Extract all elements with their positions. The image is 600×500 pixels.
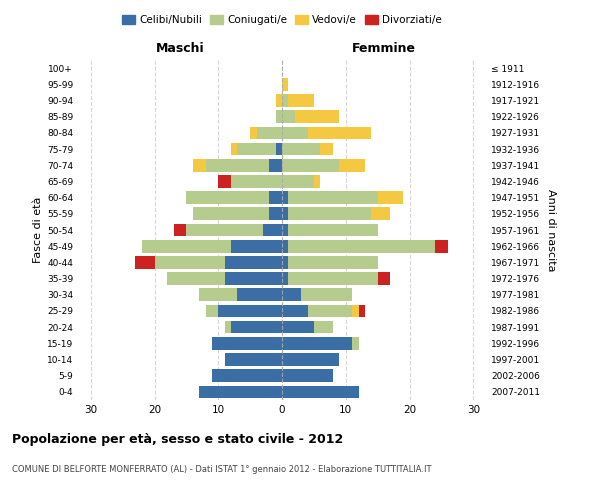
Bar — [320, 142, 333, 156]
Bar — [269, 192, 282, 204]
Bar — [282, 224, 289, 236]
Bar — [282, 175, 314, 188]
Bar — [282, 386, 359, 398]
Bar — [224, 321, 231, 334]
Bar — [282, 126, 308, 139]
Bar — [282, 110, 295, 123]
Bar — [377, 192, 403, 204]
Bar — [142, 240, 231, 252]
Bar — [295, 110, 340, 123]
Text: Maschi: Maschi — [155, 42, 205, 55]
Bar — [340, 159, 365, 172]
Bar — [231, 321, 282, 334]
Bar — [301, 288, 352, 301]
Bar — [257, 126, 282, 139]
Bar — [282, 78, 289, 90]
Bar — [314, 175, 320, 188]
Bar — [435, 240, 448, 252]
Bar — [250, 126, 257, 139]
Bar — [231, 142, 238, 156]
Bar — [218, 304, 282, 318]
Bar — [238, 288, 282, 301]
Bar — [308, 304, 352, 318]
Bar — [199, 288, 238, 301]
Bar — [282, 240, 289, 252]
Bar — [218, 175, 231, 188]
Bar — [282, 353, 340, 366]
Bar — [282, 288, 301, 301]
Bar — [308, 126, 371, 139]
Bar — [282, 370, 333, 382]
Bar — [269, 159, 282, 172]
Bar — [224, 256, 282, 268]
Bar — [275, 142, 282, 156]
Bar — [289, 94, 314, 107]
Bar — [289, 272, 377, 285]
Bar — [314, 321, 333, 334]
Bar — [167, 272, 224, 285]
Bar — [289, 256, 377, 268]
Bar — [377, 272, 391, 285]
Bar — [206, 159, 269, 172]
Bar — [275, 110, 282, 123]
Bar — [231, 175, 282, 188]
Bar — [173, 224, 187, 236]
Text: Popolazione per età, sesso e stato civile - 2012: Popolazione per età, sesso e stato civil… — [12, 432, 343, 446]
Bar — [352, 304, 359, 318]
Bar — [282, 192, 289, 204]
Text: Femmine: Femmine — [352, 42, 416, 55]
Text: COMUNE DI BELFORTE MONFERRATO (AL) - Dati ISTAT 1° gennaio 2012 - Elaborazione T: COMUNE DI BELFORTE MONFERRATO (AL) - Dat… — [12, 466, 431, 474]
Bar — [289, 192, 377, 204]
Y-axis label: Anni di nascita: Anni di nascita — [545, 188, 556, 271]
Bar — [371, 208, 391, 220]
Bar — [282, 159, 340, 172]
Bar — [212, 337, 282, 349]
Bar — [155, 256, 224, 268]
Bar — [231, 240, 282, 252]
Bar — [224, 272, 282, 285]
Bar — [352, 337, 359, 349]
Bar — [224, 353, 282, 366]
Bar — [282, 337, 352, 349]
Bar — [193, 208, 269, 220]
Bar — [282, 304, 308, 318]
Bar — [289, 240, 435, 252]
Bar — [275, 94, 282, 107]
Bar — [136, 256, 155, 268]
Bar — [289, 224, 377, 236]
Bar — [238, 142, 275, 156]
Bar — [282, 272, 289, 285]
Bar — [193, 159, 206, 172]
Bar — [212, 370, 282, 382]
Bar — [263, 224, 282, 236]
Bar — [289, 208, 371, 220]
Bar — [269, 208, 282, 220]
Y-axis label: Fasce di età: Fasce di età — [33, 197, 43, 263]
Bar — [187, 224, 263, 236]
Bar — [206, 304, 218, 318]
Bar — [282, 94, 289, 107]
Bar — [187, 192, 269, 204]
Bar — [282, 208, 289, 220]
Bar — [282, 256, 289, 268]
Bar — [359, 304, 365, 318]
Bar — [282, 142, 320, 156]
Legend: Celibi/Nubili, Coniugati/e, Vedovi/e, Divorziati/e: Celibi/Nubili, Coniugati/e, Vedovi/e, Di… — [118, 11, 446, 29]
Bar — [199, 386, 282, 398]
Bar — [282, 321, 314, 334]
